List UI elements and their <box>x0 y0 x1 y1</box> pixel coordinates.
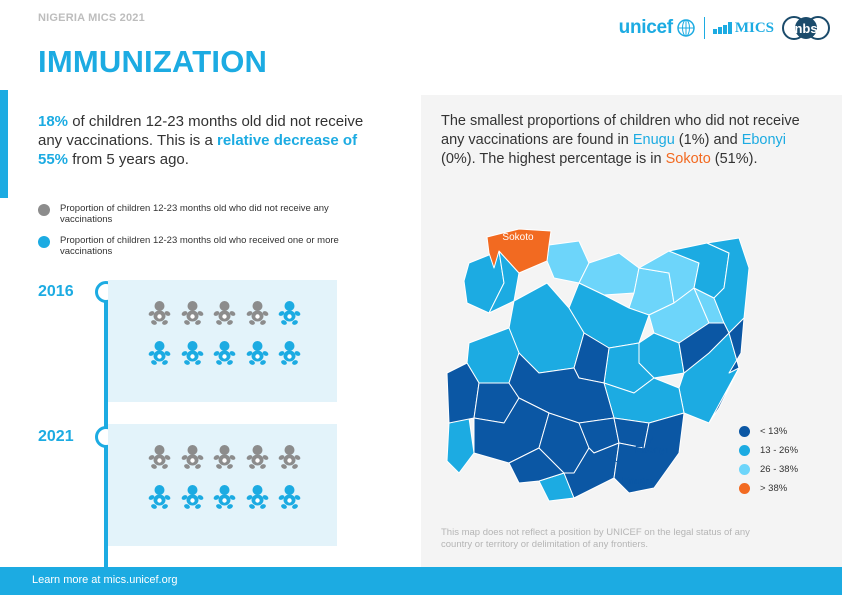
map-text-d: (51%). <box>710 151 758 167</box>
logo-divider <box>703 17 705 39</box>
year-label-2016: 2016 <box>38 283 74 300</box>
blue-dot-icon <box>38 236 50 248</box>
baby-grid-2016 <box>148 300 301 366</box>
baby-not-vaccinated-icon <box>148 445 171 469</box>
map-legend-label: > 38% <box>760 483 788 494</box>
map-label-sokoto: Sokoto <box>502 232 534 243</box>
baby-vaccinated-icon <box>148 485 171 509</box>
map-text-a: The smallest proportions of children who… <box>441 113 800 148</box>
baby-vaccinated-icon <box>278 485 301 509</box>
map-label-ebonyi: Ebonyi <box>635 445 669 456</box>
icon-legend: Proportion of children 12-23 months old … <box>38 203 383 267</box>
legend-dot-icon <box>739 445 750 456</box>
baby-vaccinated-icon <box>278 341 301 365</box>
map-state-adamawa <box>708 317 745 424</box>
intro-percentage: 18% <box>38 113 69 130</box>
map-label-enugu: Enugu <box>622 476 653 487</box>
map-state-sokoto <box>486 228 552 274</box>
unicef-logo: unicef <box>619 17 696 39</box>
legend-label-not-vaccinated: Proportion of children 12-23 months old … <box>60 203 329 225</box>
map-statement: The smallest proportions of children who… <box>441 112 821 169</box>
baby-vaccinated-icon <box>213 485 236 509</box>
map-state-ogun-lagos <box>446 417 475 474</box>
year-label-2021: 2021 <box>38 428 74 445</box>
svg-text:nbs: nbs <box>794 21 817 36</box>
legend-dot-icon <box>739 426 750 437</box>
map-legend: < 13% 13 - 26% 26 - 38% > 38% <box>739 422 798 498</box>
map-legend-item: < 13% <box>739 422 798 441</box>
map-disclaimer: This map does not reflect a position by … <box>441 527 750 550</box>
baby-not-vaccinated-icon <box>213 301 236 325</box>
unicef-logo-text: unicef <box>618 17 673 38</box>
partner-logos: unicef MICS nbs <box>619 10 830 46</box>
footer-link[interactable]: Learn more at mics.unicef.org <box>32 574 178 586</box>
survey-label: NIGERIA MICS 2021 <box>38 12 145 24</box>
legend-dot-icon <box>739 483 750 494</box>
map-legend-item: 13 - 26% <box>739 441 798 460</box>
baby-not-vaccinated-icon <box>148 301 171 325</box>
mics-logo-text: MICS <box>734 19 774 36</box>
map-legend-item: > 38% <box>739 479 798 498</box>
intro-text-b: from 5 years ago. <box>68 151 189 168</box>
baby-vaccinated-icon <box>148 341 171 365</box>
map-state-delta <box>508 447 565 484</box>
legend-item-not-vaccinated: Proportion of children 12-23 months old … <box>38 203 383 225</box>
page-title: IMMUNIZATION <box>38 44 268 79</box>
map-legend-label: 13 - 26% <box>760 445 799 456</box>
baby-not-vaccinated-icon <box>246 445 268 469</box>
legend-label-vaccinated: Proportion of children 12-23 months old … <box>60 235 339 257</box>
baby-not-vaccinated-icon <box>213 445 236 469</box>
intro-text-a: of children 12-23 months old did not rec… <box>38 113 364 149</box>
accent-bar <box>0 90 8 198</box>
map-legend-label: < 13% <box>760 426 788 437</box>
map-text-enugu: Enugu <box>632 132 675 148</box>
baby-vaccinated-icon <box>181 485 203 509</box>
baby-not-vaccinated-icon <box>181 301 203 325</box>
map-state-adamawa-main <box>678 322 730 374</box>
map-text-b: (1%) and <box>674 132 742 148</box>
mics-logo: MICS <box>712 19 774 37</box>
baby-vaccinated-icon <box>278 301 301 325</box>
panel-2021 <box>108 424 337 546</box>
map-panel: The smallest proportions of children who… <box>421 95 842 567</box>
baby-vaccinated-icon <box>246 485 268 509</box>
baby-grid-2021 <box>148 444 301 510</box>
nigeria-state-map: Sokoto Ebonyi Enugu <box>446 228 750 502</box>
unicef-globe-icon <box>677 19 695 37</box>
map-text-c: (0%). The highest percentage is in <box>441 151 666 167</box>
map-text-sokoto: Sokoto <box>665 151 711 167</box>
baby-vaccinated-icon <box>181 341 203 365</box>
map-text-ebonyi: Ebonyi <box>741 132 787 148</box>
footer-bar: Learn more at mics.unicef.org <box>0 567 842 595</box>
mics-bars-icon <box>712 22 732 34</box>
gray-dot-icon <box>38 204 50 216</box>
map-state-abia-rivers <box>563 442 620 499</box>
map-state-cross-river <box>613 412 685 494</box>
nbs-logo: nbs <box>782 16 830 40</box>
legend-dot-icon <box>739 464 750 475</box>
map-legend-label: 26 - 38% <box>760 464 799 475</box>
baby-not-vaccinated-icon <box>181 445 203 469</box>
baby-vaccinated-icon <box>213 341 236 365</box>
map-state-kwara <box>466 327 520 384</box>
baby-not-vaccinated-icon <box>246 301 268 325</box>
baby-vaccinated-icon <box>246 341 268 365</box>
intro-statement: 18% of children 12-23 months old did not… <box>38 112 388 169</box>
legend-item-vaccinated: Proportion of children 12-23 months old … <box>38 235 383 257</box>
intro-highlight: relative decrease of 55% <box>38 132 358 168</box>
baby-not-vaccinated-icon <box>278 445 301 469</box>
map-legend-item: 26 - 38% <box>739 460 798 479</box>
panel-2016 <box>108 280 337 402</box>
